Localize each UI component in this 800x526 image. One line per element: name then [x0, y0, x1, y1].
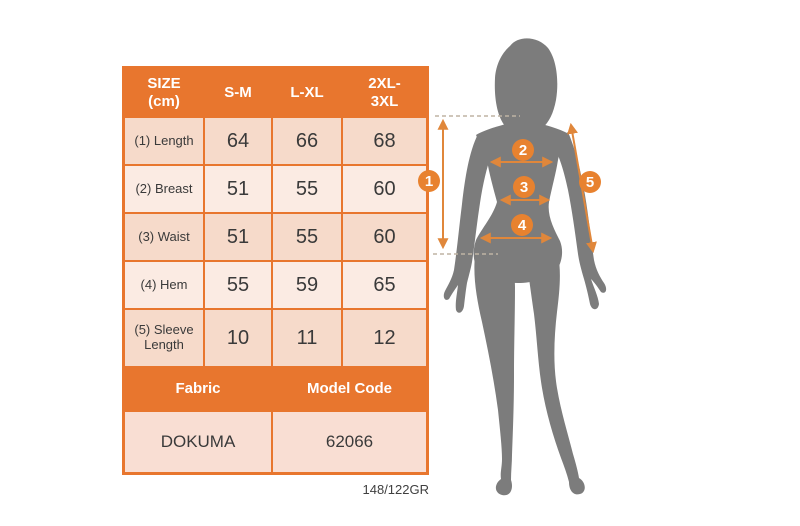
value-waist-lxl: 55 — [273, 214, 341, 260]
value-sleeve-sm: 10 — [205, 310, 271, 366]
marker-circle-5 — [579, 171, 601, 193]
value-breast-sm: 51 — [205, 166, 271, 212]
row-label-hem: (4) Hem — [125, 262, 203, 308]
row-label-waist: (3) Waist — [125, 214, 203, 260]
measurement-arrows — [437, 118, 597, 254]
value-waist-sm: 51 — [205, 214, 271, 260]
value-sleeve-lxl: 11 — [273, 310, 341, 366]
footer-header-model-code: Model Code — [273, 368, 426, 410]
marker-badges: 1 2 3 4 5 — [418, 139, 601, 236]
left-leg-shape — [474, 248, 515, 496]
size-table: SIZE (cm) S-M L-XL 2XL- 3XL (1) Length 6… — [122, 66, 429, 475]
value-sleeve-2xl3xl: 12 — [343, 310, 426, 366]
col-header-2xl-3xl: 2XL- 3XL — [343, 69, 426, 116]
woman-silhouette — [443, 38, 607, 496]
right-arm-shape — [553, 132, 607, 310]
row-label-sleeve-length: (5) Sleeve Length — [125, 310, 203, 366]
value-hem-2xl3xl: 65 — [343, 262, 426, 308]
marker-circle-1 — [418, 170, 440, 192]
marker-label-4: 4 — [518, 217, 527, 234]
body-silhouette-svg: 1 2 3 4 5 — [418, 38, 607, 496]
value-hem-sm: 55 — [205, 262, 271, 308]
footer-header-fabric: Fabric — [125, 368, 271, 410]
value-breast-lxl: 55 — [273, 166, 341, 212]
marker-label-1: 1 — [425, 173, 433, 190]
marker-label-2: 2 — [519, 142, 527, 159]
col-header-size-cm: SIZE (cm) — [125, 69, 203, 116]
value-length-sm: 64 — [205, 118, 271, 164]
col-header-l-xl: L-XL — [273, 69, 341, 116]
right-leg-shape — [528, 246, 585, 495]
marker-circle-2 — [512, 139, 534, 161]
row-label-breast: (2) Breast — [125, 166, 203, 212]
row-label-length: (1) Length — [125, 118, 203, 164]
weight-note: 148/122GR — [362, 482, 430, 497]
marker-circle-4 — [511, 214, 533, 236]
footer-value-fabric: DOKUMA — [125, 412, 271, 472]
marker-label-5: 5 — [586, 174, 594, 191]
col-header-s-m: S-M — [205, 69, 271, 116]
measurement-diagram: 1 2 3 4 5 — [410, 20, 700, 520]
value-hem-lxl: 59 — [273, 262, 341, 308]
footer-value-model-code: 62066 — [273, 412, 426, 472]
marker-circle-3 — [513, 176, 535, 198]
head-shape — [494, 38, 558, 135]
value-length-lxl: 66 — [273, 118, 341, 164]
marker-label-3: 3 — [520, 179, 528, 196]
value-breast-2xl3xl: 60 — [343, 166, 426, 212]
value-waist-2xl3xl: 60 — [343, 214, 426, 260]
left-arm-shape — [443, 134, 491, 313]
value-length-2xl3xl: 68 — [343, 118, 426, 164]
